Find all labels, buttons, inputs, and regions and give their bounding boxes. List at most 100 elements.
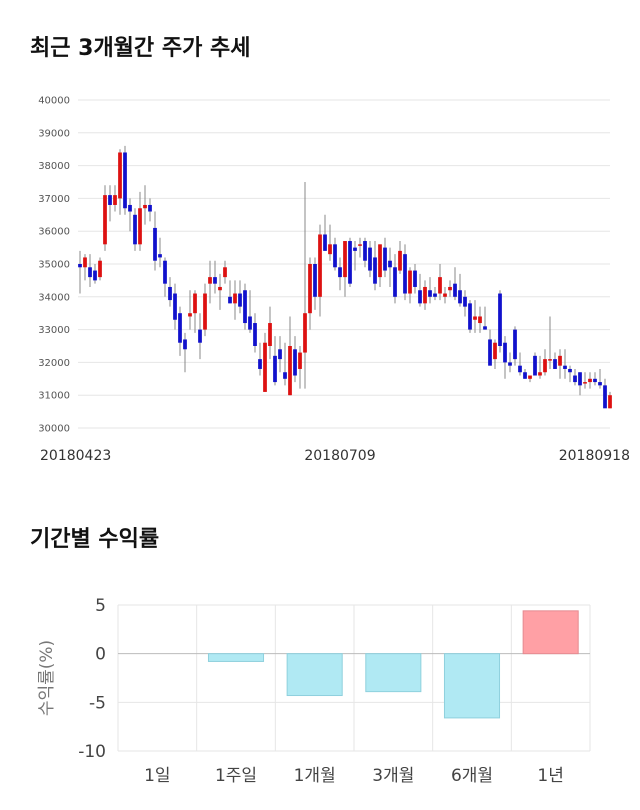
candle-body-down <box>163 260 167 284</box>
y-tick-label: -10 <box>78 742 106 762</box>
candle-body-down <box>563 365 567 369</box>
candle-body-down <box>123 152 127 209</box>
candle-body-up <box>208 277 212 284</box>
candle-body-up <box>583 382 587 384</box>
candle <box>403 244 407 301</box>
candle <box>88 254 92 287</box>
candle-body-down <box>78 264 82 268</box>
candle <box>198 313 202 360</box>
candle <box>463 290 467 317</box>
y-tick-label: -5 <box>89 693 106 713</box>
candle <box>338 257 342 291</box>
x-tick-label: 20180423 <box>40 448 111 464</box>
y-tick-label: 39000 <box>38 128 70 139</box>
candle <box>523 368 527 379</box>
candle-body-up <box>263 342 267 392</box>
candle-body-up <box>448 286 452 291</box>
candle <box>178 306 182 356</box>
return-bar-positive <box>522 610 579 655</box>
candle-body-down <box>403 254 407 294</box>
x-tick-label: 20180918 <box>559 448 630 464</box>
y-tick-label: 34000 <box>38 292 70 303</box>
candle-body-down <box>243 290 247 324</box>
y-tick-label: 32000 <box>38 358 70 369</box>
candle-body-up <box>538 372 542 376</box>
candle-body-down <box>568 368 572 373</box>
candle-body-down <box>183 339 187 350</box>
candle <box>343 241 347 297</box>
candle-body-down <box>88 267 92 278</box>
candle <box>348 237 352 287</box>
candle <box>503 336 507 379</box>
candle-body-down <box>133 214 137 245</box>
candle-body-up <box>138 208 142 245</box>
candle <box>428 277 432 304</box>
candle <box>593 372 597 386</box>
return-chart-title: 기간별 수익률 <box>30 527 160 552</box>
candle-body-up <box>143 204 147 209</box>
candle <box>273 336 277 386</box>
candle-body-down <box>458 290 462 304</box>
candle <box>538 355 542 379</box>
candle <box>558 349 562 379</box>
candle-body-down <box>333 244 337 268</box>
candle-body-up <box>608 395 612 409</box>
y-tick-label: 0 <box>95 645 106 665</box>
candle <box>453 267 457 301</box>
candle-body-up <box>493 342 497 360</box>
candle <box>118 149 122 215</box>
candle-body-up <box>303 313 307 353</box>
candle <box>278 336 282 373</box>
return-bar-negative <box>207 653 265 662</box>
candle-body-up <box>443 293 447 297</box>
candle-body-down <box>168 286 172 301</box>
return-bar-negative <box>443 653 501 719</box>
candle-body-down <box>373 257 377 284</box>
candle-body-down <box>413 270 417 287</box>
candle <box>483 306 487 330</box>
candle-body-up <box>223 267 227 278</box>
candle-body-down <box>253 323 257 346</box>
candle-body-down <box>488 339 492 366</box>
candle-body-down <box>603 385 607 409</box>
candle <box>123 145 127 215</box>
candle-body-down <box>593 378 597 383</box>
candle-body-down <box>158 254 162 258</box>
candle <box>113 185 117 212</box>
candle-body-down <box>153 227 157 261</box>
candle <box>153 211 157 271</box>
candle-body-down <box>363 241 367 261</box>
candle-body-down <box>508 362 512 366</box>
candle <box>253 313 257 353</box>
candle <box>568 365 572 383</box>
y-tick-label: 30000 <box>38 424 70 435</box>
candle-body-down <box>228 296 232 304</box>
candle-body-down <box>598 382 602 386</box>
x-tick-label: 6개월 <box>451 766 493 786</box>
candle <box>513 326 517 366</box>
candle <box>238 280 242 314</box>
candle-body-down <box>578 372 582 386</box>
price-chart-title: 최근 3개월간 주가 추세 <box>30 36 251 61</box>
candle <box>218 273 222 310</box>
candle-body-up <box>113 195 117 205</box>
candle <box>168 277 172 307</box>
candle <box>488 329 492 366</box>
candle-body-up <box>358 244 362 246</box>
candle <box>328 224 332 261</box>
candle <box>223 260 227 284</box>
candle <box>438 264 442 301</box>
candle <box>203 283 207 337</box>
candle <box>563 349 567 379</box>
candle-body-down <box>178 313 182 343</box>
candle-body-up <box>308 264 312 314</box>
y-tick-label: 40000 <box>38 96 70 107</box>
candle <box>368 241 372 278</box>
candle <box>298 346 302 389</box>
candle <box>608 391 612 409</box>
candle <box>243 283 247 330</box>
candle <box>158 237 162 268</box>
candle-body-down <box>128 204 132 212</box>
candle-body-up <box>218 286 222 291</box>
candle-body-up <box>398 250 402 271</box>
